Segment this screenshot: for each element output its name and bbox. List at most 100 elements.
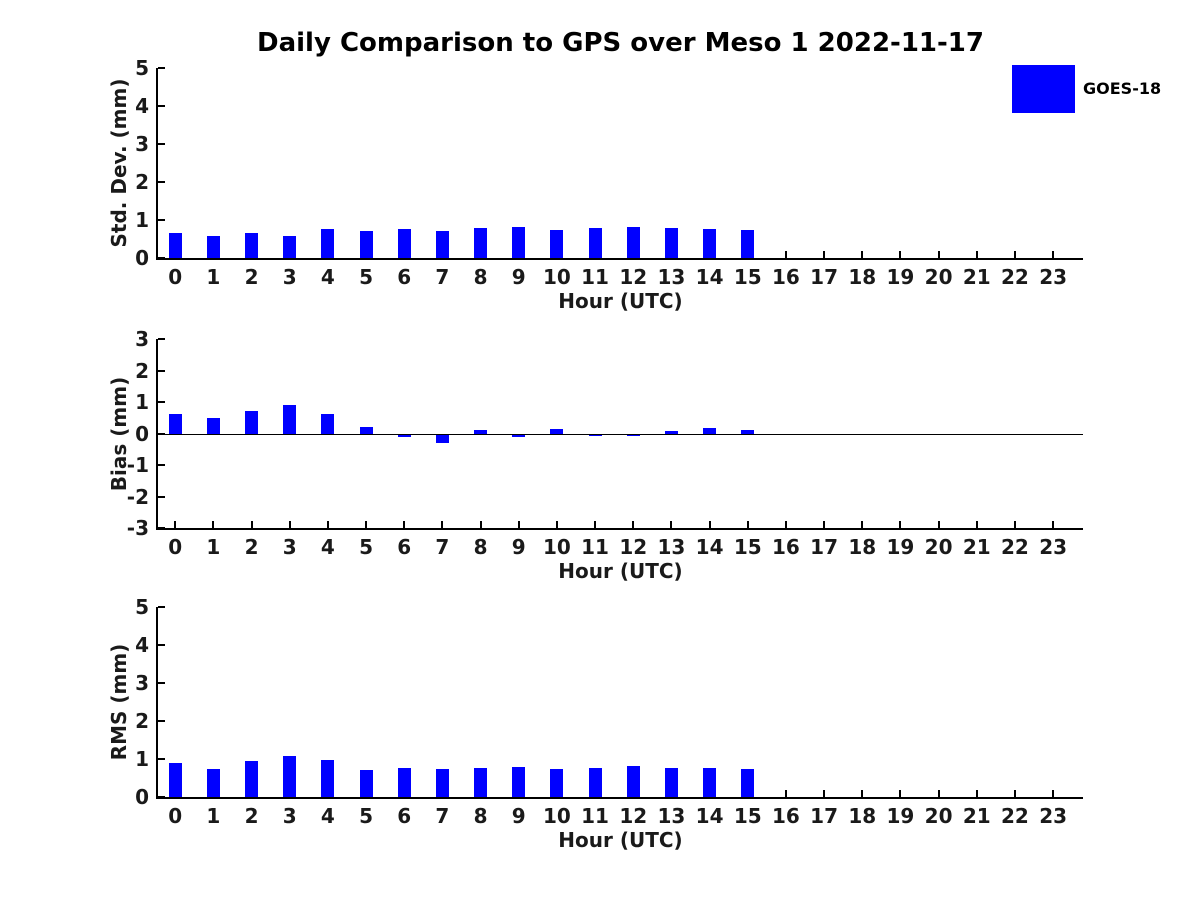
x-tick-label: 5: [359, 265, 373, 289]
x-tick-label: 7: [435, 535, 450, 559]
x-tick-mark: [899, 251, 902, 258]
x-tick-label: 8: [473, 804, 488, 828]
bar: [589, 434, 602, 436]
x-tick-label: 13: [657, 804, 686, 828]
x-tick-label: 0: [168, 265, 183, 289]
x-tick-label: 11: [581, 804, 609, 828]
x-tick-label: 12: [619, 535, 648, 559]
x-tick-label: 16: [771, 804, 800, 828]
bar: [627, 434, 640, 436]
x-tick-mark: [784, 790, 787, 797]
x-axis-spine: [156, 528, 1083, 530]
bar: [550, 769, 563, 797]
x-tick-mark: [517, 521, 520, 528]
x-tick-label: 9: [511, 535, 526, 559]
y-tick-label: -1: [126, 453, 149, 477]
x-tick-label: 23: [1039, 535, 1068, 559]
x-tick-label: 14: [695, 265, 724, 289]
y-tick-label: 3: [135, 671, 149, 695]
x-tick-mark: [823, 521, 826, 528]
x-tick-mark: [174, 521, 177, 528]
bar: [627, 227, 640, 258]
x-tick-label: 7: [435, 804, 450, 828]
x-tick-label: 2: [244, 535, 259, 559]
y-axis-label: Std. Dev. (mm): [107, 78, 131, 248]
y-tick-mark: [158, 67, 165, 69]
legend-swatch-goes18: [1012, 65, 1075, 113]
x-tick-label: 2: [244, 265, 259, 289]
x-tick-label: 21: [962, 535, 991, 559]
bar: [703, 229, 716, 258]
y-axis-label: RMS (mm): [107, 643, 131, 761]
y-tick-mark: [158, 758, 165, 760]
x-tick-mark: [784, 521, 787, 528]
bar: [436, 434, 449, 443]
x-tick-mark: [555, 521, 558, 528]
y-tick-label: 2: [135, 170, 149, 194]
bar: [245, 410, 258, 434]
x-tick-label: 15: [733, 804, 762, 828]
x-tick-label: 5: [359, 804, 373, 828]
x-tick-label: 0: [168, 535, 183, 559]
x-tick-label: 18: [848, 265, 877, 289]
x-tick-label: 16: [771, 265, 800, 289]
x-tick-mark: [594, 521, 597, 528]
y-tick-label: -3: [126, 516, 149, 540]
y-tick-label: 0: [135, 785, 149, 809]
bar: [665, 430, 678, 434]
bar: [512, 767, 525, 797]
y-axis-label: Bias (mm): [107, 376, 131, 491]
x-tick-mark: [1052, 790, 1055, 797]
x-tick-label: 20: [924, 265, 953, 289]
x-tick-mark: [1013, 251, 1016, 258]
y-tick-mark: [158, 219, 165, 221]
y-tick-label: 4: [135, 633, 149, 657]
x-tick-mark: [784, 251, 787, 258]
x-tick-label: 2: [244, 804, 259, 828]
bar: [321, 760, 334, 797]
bar: [741, 429, 754, 434]
bar: [550, 230, 563, 258]
x-axis-spine: [156, 797, 1083, 799]
bar: [245, 233, 258, 258]
x-tick-label: 23: [1039, 804, 1068, 828]
bar: [474, 228, 487, 258]
x-tick-mark: [823, 790, 826, 797]
x-tick-mark: [212, 521, 215, 528]
x-tick-mark: [1052, 521, 1055, 528]
bar: [321, 413, 334, 434]
bar: [207, 769, 220, 797]
y-tick-label: 1: [135, 390, 149, 414]
x-tick-label: 23: [1039, 265, 1068, 289]
x-tick-label: 17: [810, 265, 838, 289]
x-tick-label: 5: [359, 535, 373, 559]
bar: [169, 413, 182, 434]
bar: [398, 434, 411, 437]
x-tick-label: 14: [695, 804, 724, 828]
x-tick-label: 12: [619, 804, 648, 828]
bar: [474, 768, 487, 797]
y-tick-mark: [158, 644, 165, 646]
y-tick-label: 2: [135, 709, 149, 733]
bar: [665, 228, 678, 258]
y-tick-mark: [158, 338, 165, 340]
x-tick-label: 10: [542, 804, 571, 828]
bar: [589, 768, 602, 797]
x-tick-mark: [975, 790, 978, 797]
x-tick-mark: [1013, 790, 1016, 797]
bar: [283, 236, 296, 258]
y-tick-label: 0: [135, 421, 149, 446]
x-tick-label: 14: [695, 535, 724, 559]
x-tick-label: 4: [320, 265, 335, 289]
x-tick-label: 17: [810, 804, 838, 828]
bar: [207, 417, 220, 434]
bar: [474, 429, 487, 434]
x-tick-label: 11: [581, 265, 609, 289]
x-tick-label: 19: [886, 804, 915, 828]
y-tick-label: 5: [135, 56, 149, 80]
bar: [283, 756, 296, 797]
x-tick-label: 13: [657, 535, 686, 559]
y-tick-label: 5: [135, 595, 149, 619]
x-axis-label: Hour (UTC): [558, 828, 683, 852]
